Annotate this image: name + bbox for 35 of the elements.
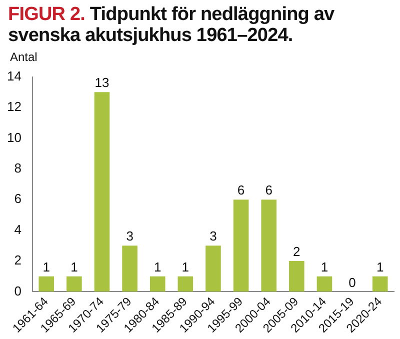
y-tick-label: 2 <box>14 252 22 268</box>
y-tick-label: 14 <box>6 68 22 84</box>
data-label: 6 <box>265 182 272 198</box>
bar <box>66 276 82 292</box>
y-tick-label: 8 <box>14 160 22 176</box>
bar <box>178 276 194 292</box>
y-tick-label: 6 <box>14 191 22 206</box>
data-label: 1 <box>182 259 190 274</box>
bar <box>261 200 276 292</box>
bar <box>94 92 110 292</box>
y-tick-label: 4 <box>14 222 22 237</box>
data-label: 1 <box>376 259 384 274</box>
data-label: 6 <box>237 182 245 198</box>
data-label: 3 <box>126 228 134 244</box>
data-label: 1 <box>42 259 50 274</box>
bar <box>206 246 221 292</box>
y-tick-label: 10 <box>6 130 22 145</box>
y-tick-label: 0 <box>14 283 22 298</box>
bar <box>233 200 249 292</box>
data-label: 3 <box>210 228 217 244</box>
data-label: 0 <box>348 274 356 290</box>
data-label: 1 <box>320 259 328 274</box>
bar <box>316 276 332 292</box>
bar <box>150 276 166 292</box>
data-label: 1 <box>70 259 78 274</box>
data-label: 13 <box>94 75 110 90</box>
bar <box>372 276 388 292</box>
y-axis-title: Antal <box>10 50 38 64</box>
chart-title: FIGUR 2. Tidpunkt för nedläggning av svenska akutsjukhus 1961–2024. <box>8 4 336 46</box>
data-label: 1 <box>154 259 162 274</box>
data-label: 2 <box>293 244 300 260</box>
bar <box>38 276 54 292</box>
bar <box>289 260 304 292</box>
bar <box>122 246 138 292</box>
y-tick-label: 12 <box>6 99 22 114</box>
